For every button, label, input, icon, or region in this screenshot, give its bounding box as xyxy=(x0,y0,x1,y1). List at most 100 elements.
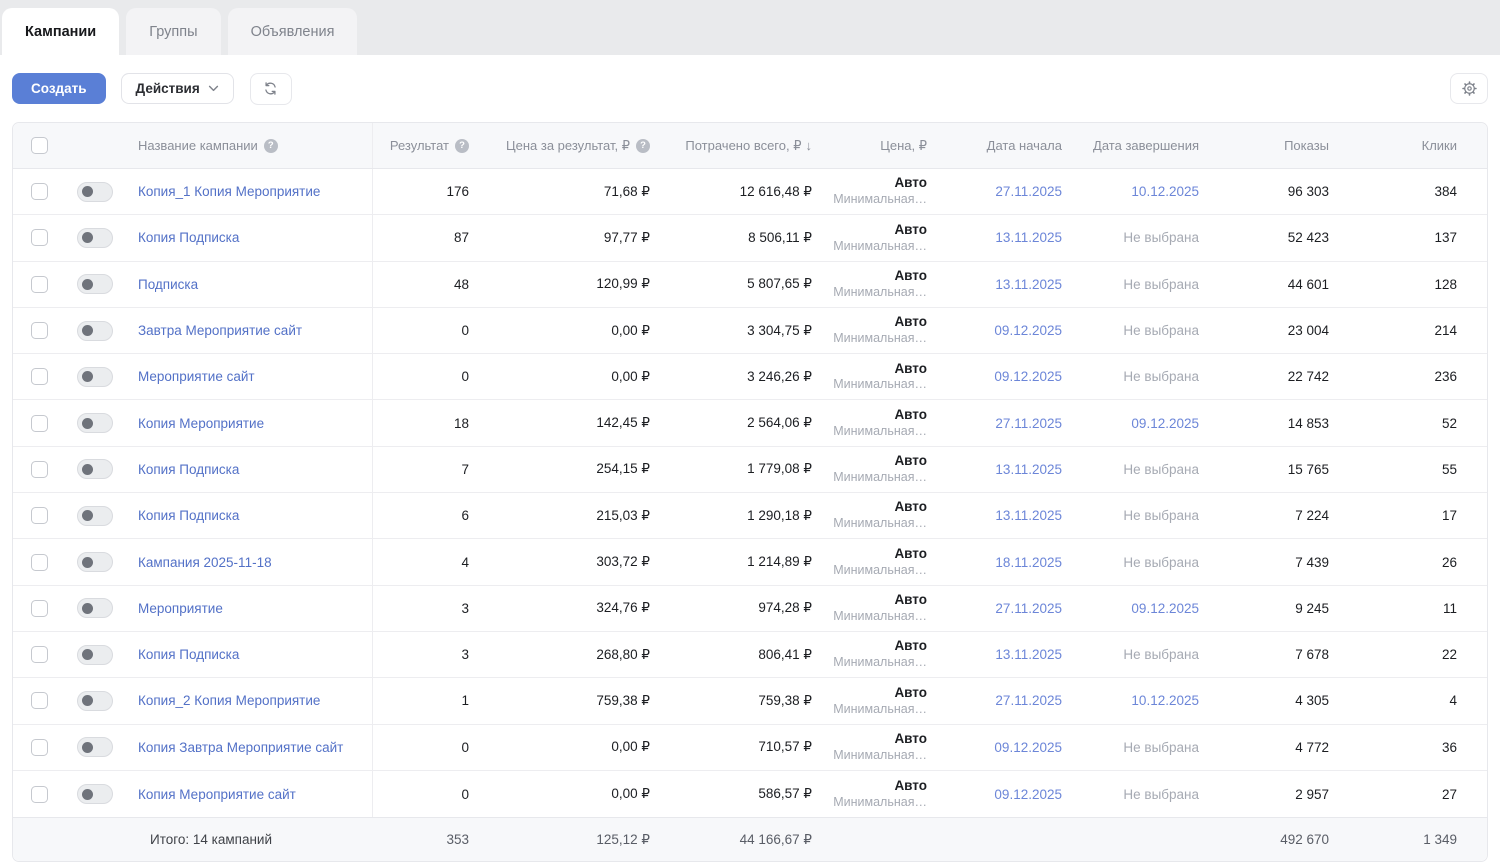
campaign-name-cell: Копия_2 Копия Мероприятие xyxy=(123,678,373,724)
campaign-name-link[interactable]: Копия Мероприятие сайт xyxy=(138,786,296,802)
row-checkbox-cell xyxy=(13,322,66,340)
row-checkbox[interactable] xyxy=(31,692,48,710)
row-checkbox[interactable] xyxy=(31,322,48,340)
column-header-result[interactable]: Результат ? xyxy=(373,138,483,153)
campaign-status-toggle[interactable] xyxy=(76,320,113,341)
campaign-name-link[interactable]: Копия Мероприятие xyxy=(138,415,265,431)
end-date-link[interactable]: 10.12.2025 xyxy=(1131,693,1199,709)
row-checkbox[interactable] xyxy=(31,553,48,571)
footer-spent: 44 166,67 ₽ xyxy=(739,831,812,847)
price-cell: Авто Минимальная… xyxy=(826,638,941,671)
toggle-knob xyxy=(81,278,93,290)
campaign-status-toggle[interactable] xyxy=(76,784,113,804)
start-date-link[interactable]: 13.11.2025 xyxy=(995,647,1062,663)
row-checkbox-cell xyxy=(13,785,66,803)
select-all-checkbox[interactable] xyxy=(31,137,48,154)
impressions-value: 22 742 xyxy=(1287,369,1329,385)
campaign-status-toggle[interactable] xyxy=(76,413,113,434)
price-cell: Авто Минимальная… xyxy=(826,731,941,764)
create-button[interactable]: Создать xyxy=(12,73,106,104)
start-date-link[interactable]: 13.11.2025 xyxy=(995,461,1062,477)
campaign-status-toggle[interactable] xyxy=(76,459,113,480)
row-checkbox[interactable] xyxy=(31,738,48,756)
campaign-name-link[interactable]: Копия Подписка xyxy=(138,230,240,246)
start-date-link[interactable]: 27.11.2025 xyxy=(995,415,1062,431)
toggle-knob xyxy=(81,788,93,800)
start-date-link[interactable]: 13.11.2025 xyxy=(995,276,1062,292)
row-checkbox[interactable] xyxy=(31,460,48,478)
toggle-knob xyxy=(81,417,93,429)
start-date-link[interactable]: 09.12.2025 xyxy=(994,323,1062,339)
start-date-link[interactable]: 27.11.2025 xyxy=(995,600,1062,616)
start-date-link[interactable]: 27.11.2025 xyxy=(995,693,1062,709)
row-checkbox[interactable] xyxy=(31,275,48,293)
column-header-clicks[interactable]: Клики xyxy=(1421,138,1457,153)
campaign-status-toggle[interactable] xyxy=(76,737,113,758)
price-strategy: Минимальная… xyxy=(833,377,927,392)
campaign-status-toggle[interactable] xyxy=(76,690,113,711)
end-date-empty: Не выбрана xyxy=(1123,554,1199,570)
campaign-status-toggle[interactable] xyxy=(76,274,113,295)
end-date-link[interactable]: 10.12.2025 xyxy=(1131,184,1199,200)
campaign-name-link[interactable]: Кампания 2025-11-18 xyxy=(138,554,272,570)
price-mode: Авто xyxy=(894,777,927,793)
campaign-name-link[interactable]: Подписка xyxy=(138,276,199,292)
help-icon[interactable]: ? xyxy=(636,138,650,153)
campaign-name-link[interactable]: Копия Подписка xyxy=(138,508,240,524)
row-checkbox[interactable] xyxy=(31,414,48,432)
campaign-name-link[interactable]: Копия_2 Копия Мероприятие xyxy=(138,693,321,709)
row-checkbox[interactable] xyxy=(31,368,48,386)
tab-ads[interactable]: Объявления xyxy=(227,8,358,55)
help-icon[interactable]: ? xyxy=(455,138,469,153)
settings-button[interactable] xyxy=(1450,73,1488,104)
start-date-link[interactable]: 18.11.2025 xyxy=(995,554,1062,570)
end-date-link[interactable]: 09.12.2025 xyxy=(1131,415,1199,431)
row-checkbox[interactable] xyxy=(31,599,48,617)
campaign-name-link[interactable]: Мероприятие сайт xyxy=(138,369,255,385)
start-date-link[interactable]: 27.11.2025 xyxy=(995,184,1062,200)
tab-campaigns[interactable]: Кампании xyxy=(2,8,120,55)
column-header-cost-per-result[interactable]: Цена за результат, ₽ ? xyxy=(483,138,664,154)
campaign-name-link[interactable]: Копия Подписка xyxy=(138,647,240,663)
start-date-link[interactable]: 09.12.2025 xyxy=(994,786,1062,802)
column-header-start-date[interactable]: Дата начала xyxy=(986,138,1062,153)
price-cell: Авто Минимальная… xyxy=(826,546,941,579)
column-header-end-date[interactable]: Дата завершения xyxy=(1093,138,1199,153)
campaign-status-toggle[interactable] xyxy=(76,644,113,665)
row-checkbox[interactable] xyxy=(31,785,48,803)
campaign-status-toggle[interactable] xyxy=(76,366,113,387)
start-date-link[interactable]: 13.11.2025 xyxy=(995,508,1062,524)
campaign-name-link[interactable]: Копия Завтра Мероприятие сайт xyxy=(138,739,344,755)
row-checkbox[interactable] xyxy=(31,183,48,201)
campaign-status-toggle[interactable] xyxy=(76,505,113,526)
campaign-status-toggle[interactable] xyxy=(76,181,113,202)
refresh-button[interactable] xyxy=(249,72,292,105)
column-header-name[interactable]: Название кампании ? xyxy=(123,123,373,168)
campaign-name-link[interactable]: Мероприятие xyxy=(138,600,223,616)
column-header-price[interactable]: Цена, ₽ xyxy=(880,137,927,153)
campaign-name-cell: Завтра Мероприятие сайт xyxy=(123,307,373,354)
result-value: 0 xyxy=(461,369,469,385)
column-header-spent[interactable]: Потрачено всего, ₽ ↓ xyxy=(664,138,826,154)
campaign-status-toggle[interactable] xyxy=(76,552,113,573)
start-date-cell: 18.11.2025 xyxy=(941,555,1076,570)
help-icon[interactable]: ? xyxy=(263,138,278,153)
campaign-status-toggle[interactable] xyxy=(76,227,113,248)
row-checkbox[interactable] xyxy=(31,646,48,664)
impressions-value: 4 772 xyxy=(1295,739,1329,755)
table-row: Копия Подписка 6 215,03 ₽ 1 290,18 ₽ Авт… xyxy=(13,493,1487,540)
tab-groups[interactable]: Группы xyxy=(126,8,221,55)
campaign-status-toggle[interactable] xyxy=(76,598,113,619)
campaign-name-link[interactable]: Завтра Мероприятие сайт xyxy=(138,323,303,339)
start-date-link[interactable]: 13.11.2025 xyxy=(995,230,1062,246)
end-date-link[interactable]: 09.12.2025 xyxy=(1131,600,1199,616)
price-cell: Авто Минимальная… xyxy=(826,499,941,532)
start-date-link[interactable]: 09.12.2025 xyxy=(994,369,1062,385)
campaign-name-link[interactable]: Копия Подписка xyxy=(138,461,240,477)
campaign-name-link[interactable]: Копия_1 Копия Мероприятие xyxy=(138,184,321,200)
start-date-link[interactable]: 09.12.2025 xyxy=(994,739,1062,755)
column-header-impressions[interactable]: Показы xyxy=(1284,138,1329,153)
row-checkbox[interactable] xyxy=(31,229,48,247)
actions-button[interactable]: Действия xyxy=(120,73,234,104)
row-checkbox[interactable] xyxy=(31,507,48,525)
